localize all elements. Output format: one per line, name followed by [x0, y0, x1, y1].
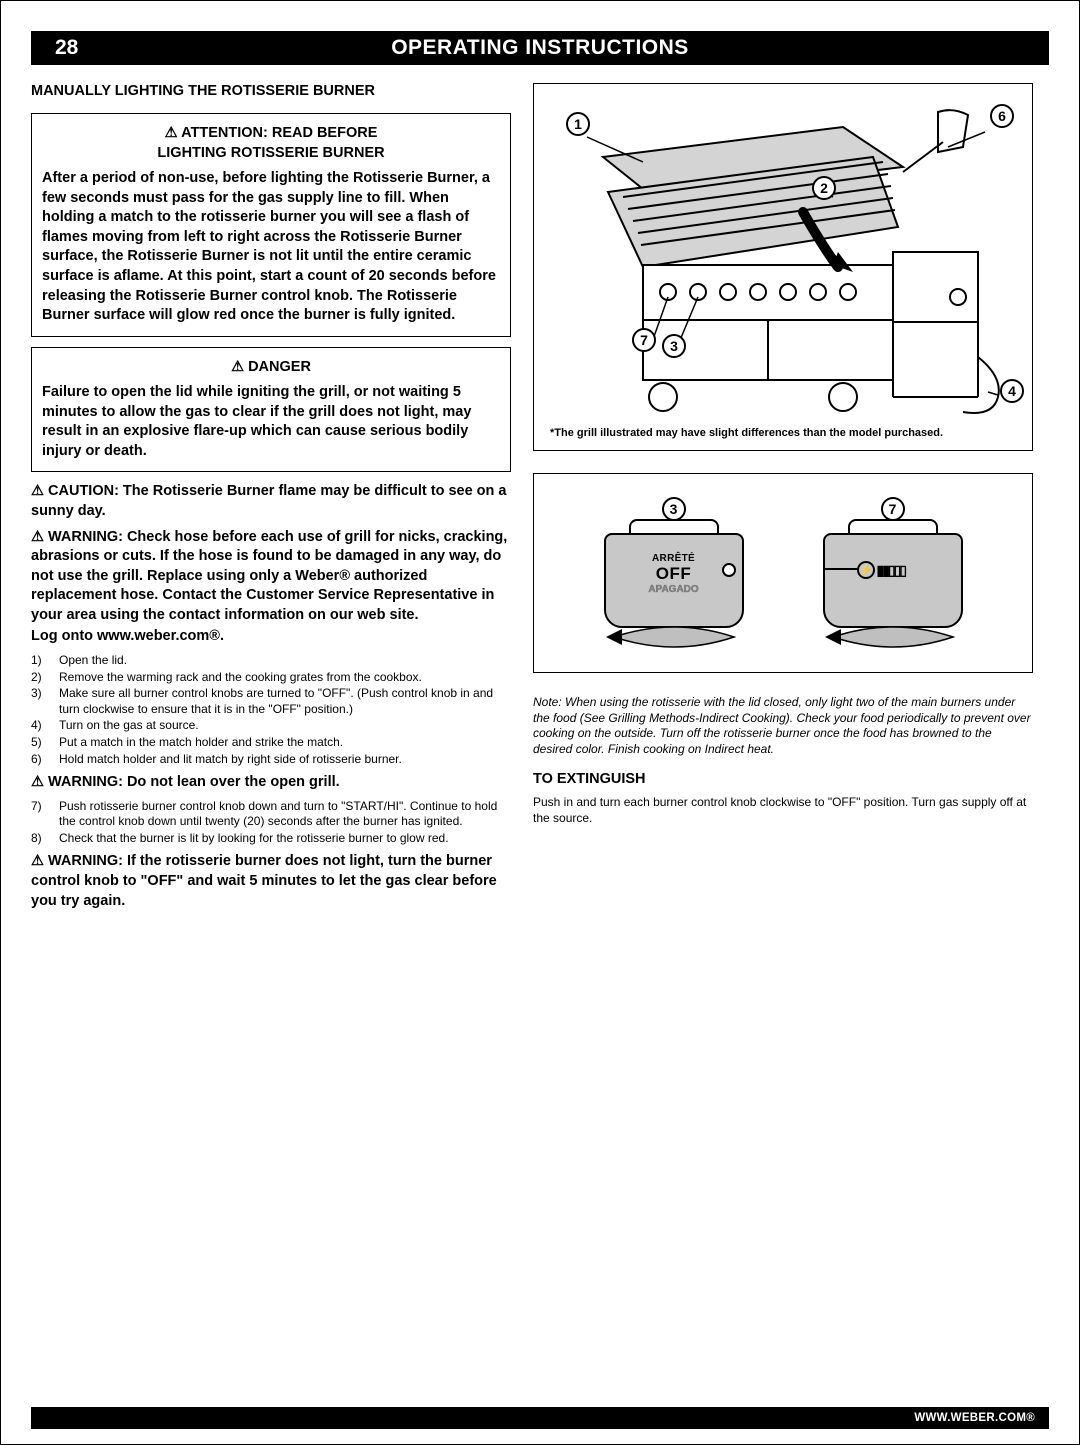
extinguish-body: Push in and turn each burner control kno… [533, 795, 1033, 826]
step-item: 3)Make sure all burner control knobs are… [31, 686, 511, 717]
step-num: 8) [31, 831, 59, 847]
callout-4: 4 [1000, 379, 1024, 403]
rotation-arrow-icon [813, 623, 973, 651]
warning-hose-text: ⚠ WARNING: Check hose before each use of… [31, 528, 511, 626]
igniter-icon: ⚡ ▮▮▯▯▯ [857, 561, 906, 579]
step-item: 6)Hold match holder and lit match by rig… [31, 752, 511, 768]
step-num: 6) [31, 752, 59, 768]
caution-text: ⚠ CAUTION: The Rotisserie Burner flame m… [31, 482, 511, 521]
step-text: Put a match in the match holder and stri… [59, 735, 343, 751]
step-num: 2) [31, 670, 59, 686]
footer-bar: WWW.WEBER.COM® [31, 1407, 1049, 1429]
log-onto-text: Log onto www.weber.com®. [31, 627, 511, 647]
callout-2: 2 [812, 176, 836, 200]
grill-disclaimer: *The grill illustrated may have slight d… [550, 427, 943, 440]
warning-lean-text: ⚠ WARNING: Do not lean over the open gri… [31, 773, 511, 793]
footer-url: WWW.WEBER.COM® [914, 1412, 1035, 1424]
rotisserie-note: Note: When using the rotisserie with the… [533, 695, 1033, 757]
warning-retry-text: ⚠ WARNING: If the rotisserie burner does… [31, 852, 511, 911]
step-text: Push rotisserie burner control knob down… [59, 799, 511, 830]
knob-body [823, 533, 963, 628]
steps-list-1: 1)Open the lid. 2)Remove the warming rac… [31, 653, 511, 767]
knob-label-off: OFF [629, 564, 719, 584]
grill-illustration: 1 2 3 4 6 7 *The grill illustrated may h… [533, 83, 1033, 451]
danger-box: ⚠ DANGER Failure to open the lid while i… [31, 347, 511, 473]
pointer-line-icon [823, 565, 859, 573]
step-item: 2)Remove the warming rack and the cookin… [31, 670, 511, 686]
step-num: 7) [31, 799, 59, 830]
step-item: 5)Put a match in the match holder and st… [31, 735, 511, 751]
right-column: 1 2 3 4 6 7 *The grill illustrated may h… [533, 83, 1033, 917]
danger-box-title: ⚠ DANGER [42, 358, 500, 378]
step-text: Hold match holder and lit match by right… [59, 752, 402, 768]
step-num: 1) [31, 653, 59, 669]
grill-svg [543, 97, 1023, 437]
step-item: 4)Turn on the gas at source. [31, 718, 511, 734]
attention-title-line2: LIGHTING ROTISSERIE BURNER [157, 145, 384, 161]
attention-box-body: After a period of non-use, before lighti… [42, 169, 500, 326]
header-bar: 28 OPERATING INSTRUCTIONS [31, 31, 1049, 65]
step-text: Remove the warming rack and the cooking … [59, 670, 422, 686]
columns: MANUALLY LIGHTING THE ROTISSERIE BURNER … [31, 83, 1049, 917]
page: 28 OPERATING INSTRUCTIONS MANUALLY LIGHT… [0, 0, 1080, 1445]
knob-label-arrete: ARRÊTÉ [629, 553, 719, 564]
extinguish-title: TO EXTINGUISH [533, 771, 1033, 787]
step-text: Make sure all burner control knobs are t… [59, 686, 511, 717]
section-title: MANUALLY LIGHTING THE ROTISSERIE BURNER [31, 83, 511, 99]
callout-6: 6 [990, 104, 1014, 128]
danger-box-body: Failure to open the lid while igniting t… [42, 383, 500, 461]
step-num: 4) [31, 718, 59, 734]
step-text: Check that the burner is lit by looking … [59, 831, 449, 847]
step-item: 1)Open the lid. [31, 653, 511, 669]
knob-pointer [722, 563, 736, 577]
callout-1: 1 [566, 112, 590, 136]
knob-label-apagado: APAGADO [629, 584, 719, 595]
attention-box: ⚠ ATTENTION: READ BEFORE LIGHTING ROTISS… [31, 113, 511, 337]
step-num: 3) [31, 686, 59, 717]
knob-off: 3 ARRÊTÉ OFF APAGADO [584, 503, 764, 643]
page-number: 28 [55, 36, 78, 60]
steps-list-2: 7)Push rotisserie burner control knob do… [31, 799, 511, 847]
step-num: 5) [31, 735, 59, 751]
header-title: OPERATING INSTRUCTIONS [31, 36, 1049, 60]
knob-igniter: 7 ⚡ ▮▮▯▯▯ [803, 503, 983, 643]
knob-label-group: ARRÊTÉ OFF APAGADO [629, 553, 719, 595]
step-text: Turn on the gas at source. [59, 718, 199, 734]
step-item: 8)Check that the burner is lit by lookin… [31, 831, 511, 847]
rotation-arrow-icon [594, 623, 754, 651]
callout-7: 7 [632, 328, 656, 352]
callout-3b: 3 [662, 497, 686, 521]
step-item: 7)Push rotisserie burner control knob do… [31, 799, 511, 830]
attention-title-line1: ⚠ ATTENTION: READ BEFORE [165, 125, 378, 141]
knob-illustration: 3 ARRÊTÉ OFF APAGADO 7 [533, 473, 1033, 673]
left-column: MANUALLY LIGHTING THE ROTISSERIE BURNER … [31, 83, 511, 917]
callout-7b: 7 [881, 497, 905, 521]
step-text: Open the lid. [59, 653, 127, 669]
attention-box-title: ⚠ ATTENTION: READ BEFORE LIGHTING ROTISS… [42, 124, 500, 163]
callout-3: 3 [662, 334, 686, 358]
